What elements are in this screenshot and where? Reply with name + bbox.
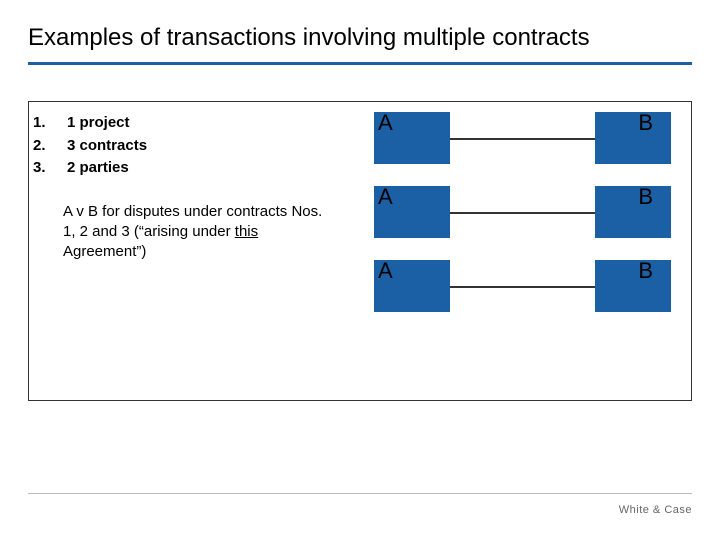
paragraph-post: Agreement”) [63, 243, 146, 260]
node-label-b: B [638, 184, 653, 210]
list-number: 3. [33, 157, 67, 180]
list-item: 2. 3 contracts [33, 135, 350, 158]
list-text: 1 project [67, 112, 130, 135]
paragraph-pre: A v B for disputes under contracts Nos. … [63, 203, 322, 240]
node-label-a: A [378, 258, 393, 284]
slide: Examples of transactions involving multi… [0, 0, 720, 540]
numbered-list: 1. 1 project 2. 3 contracts 3. 2 parties [33, 112, 350, 180]
list-item: 3. 2 parties [33, 157, 350, 180]
diagram-row: A B [368, 256, 677, 322]
node-label-a: A [378, 184, 393, 210]
slide-title: Examples of transactions involving multi… [28, 24, 692, 52]
node-label-b: B [638, 258, 653, 284]
content-frame: 1. 1 project 2. 3 contracts 3. 2 parties… [28, 101, 692, 401]
paragraph: A v B for disputes under contracts Nos. … [33, 202, 333, 263]
diagram-row: A B [368, 182, 677, 248]
list-number: 2. [33, 135, 67, 158]
paragraph-underlined: this [235, 223, 258, 240]
node-box-b [595, 186, 671, 238]
edge-connector [450, 212, 595, 214]
node-label-a: A [378, 110, 393, 136]
list-text: 2 parties [67, 157, 129, 180]
footer-brand: White & Case [619, 504, 692, 516]
edge-connector [450, 286, 595, 288]
diagram: A B A B A B [360, 102, 691, 400]
list-item: 1. 1 project [33, 112, 350, 135]
edge-connector [450, 138, 595, 140]
list-number: 1. [33, 112, 67, 135]
node-box-b [595, 112, 671, 164]
list-text: 3 contracts [67, 135, 147, 158]
node-box-b [595, 260, 671, 312]
left-column: 1. 1 project 2. 3 contracts 3. 2 parties… [29, 102, 360, 400]
diagram-row: A B [368, 108, 677, 174]
footer-divider [28, 493, 692, 494]
title-rule [28, 62, 692, 65]
node-label-b: B [638, 110, 653, 136]
